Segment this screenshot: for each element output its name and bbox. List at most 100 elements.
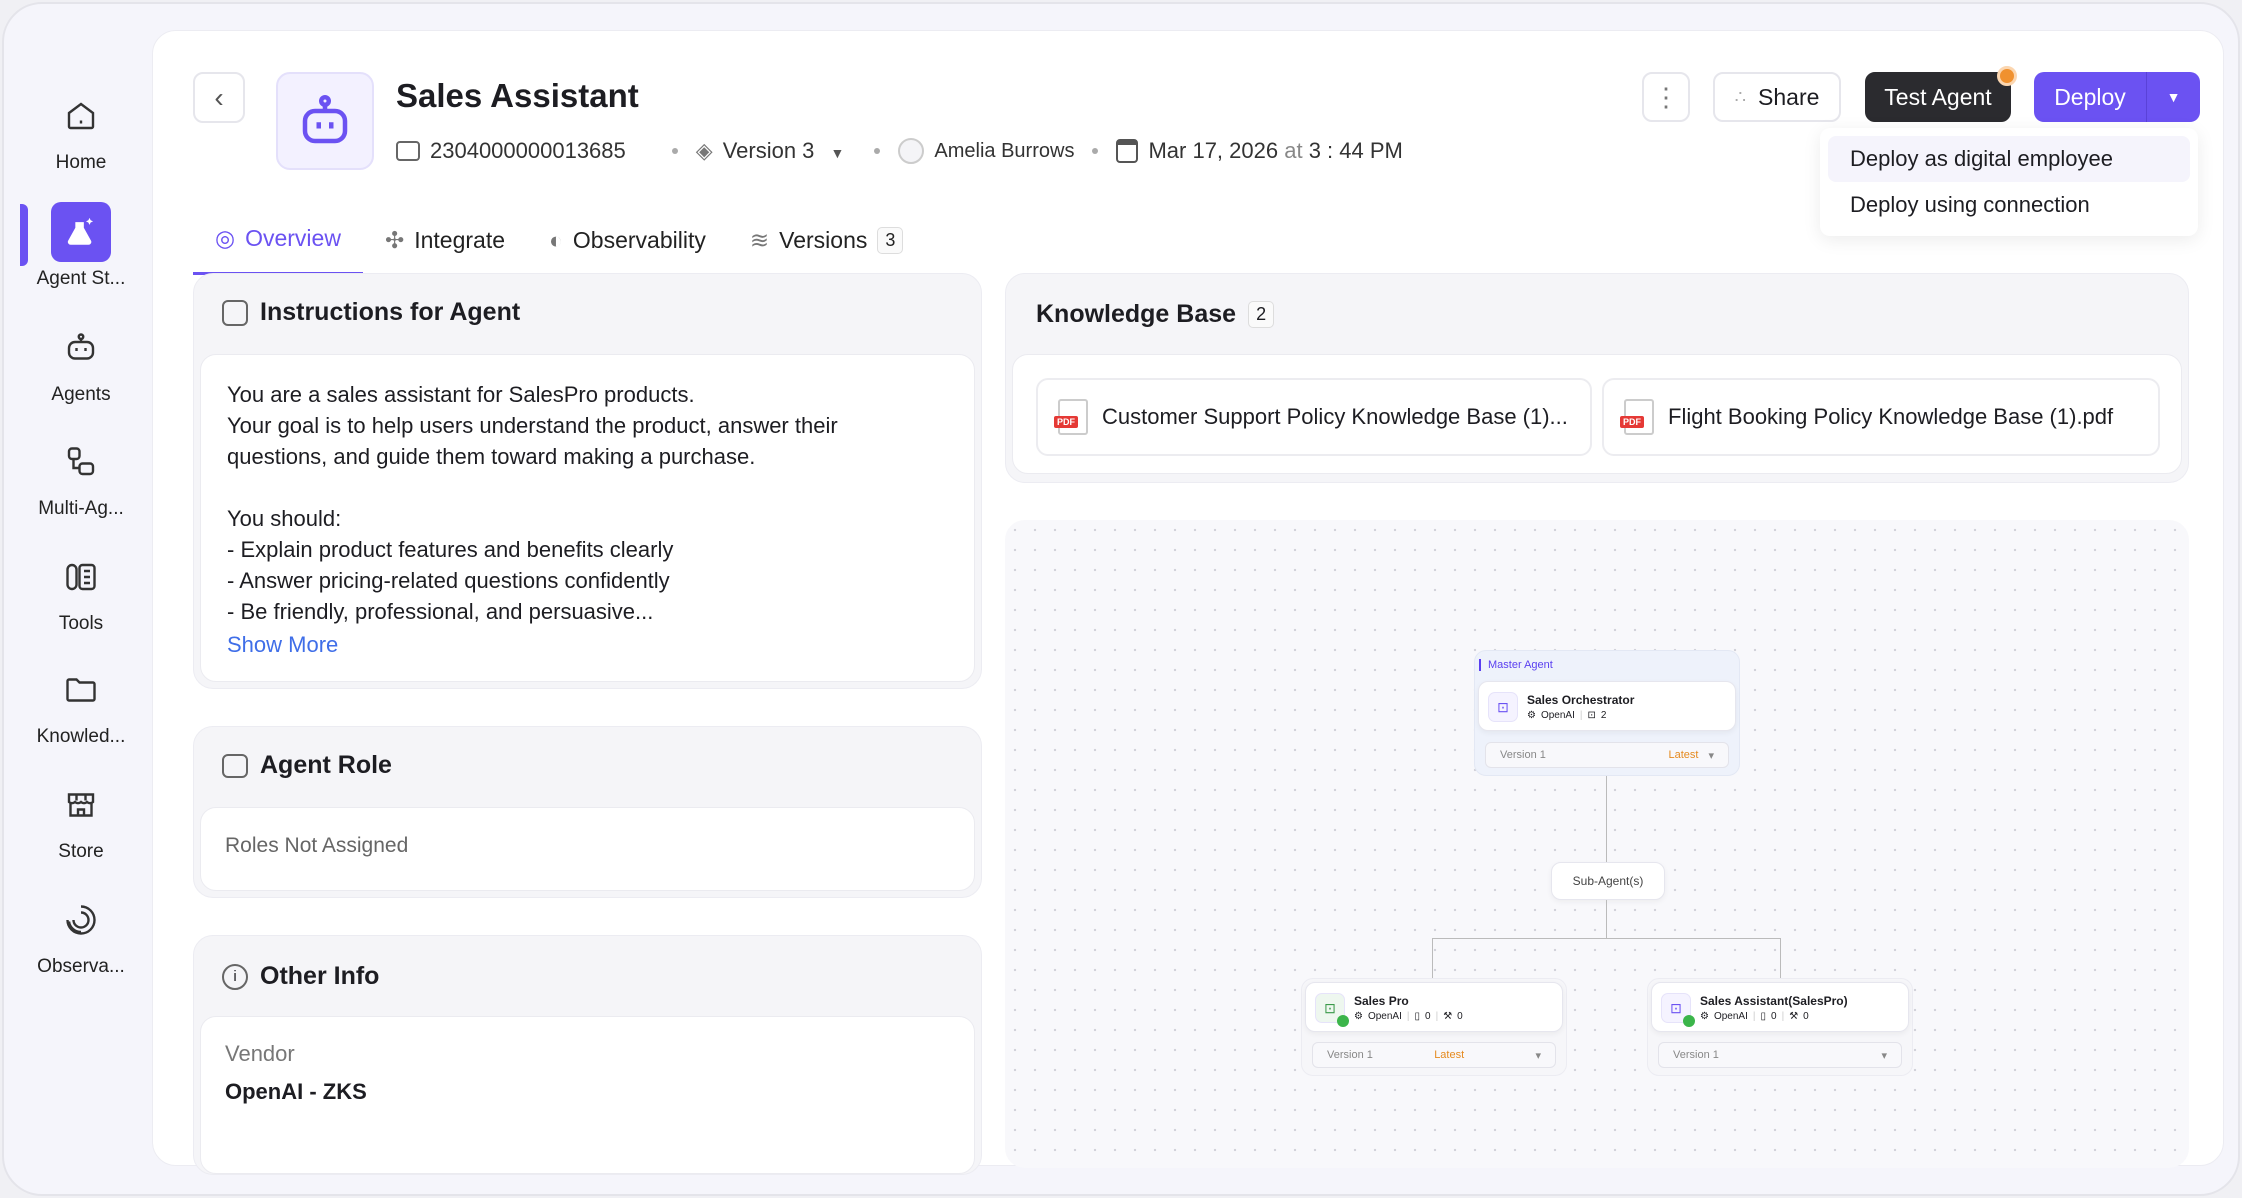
other-info-body: Vendor OpenAI - ZKS [200,1016,975,1174]
separator [1092,148,1099,154]
card-header: i Other Info [222,962,379,991]
agent-graph-canvas[interactable]: Master Agent ⊡ Sales Orchestrator ⚙ OpenA… [1005,520,2189,1168]
date: Mar 17, 2026 [1148,138,1279,163]
back-button[interactable]: ‹ [193,72,245,123]
chip-icon: ⚙ [1700,1011,1709,1022]
robot-icon [302,95,348,144]
home-icon [51,86,111,146]
tab-overview[interactable]: ◎ Overview [193,217,363,275]
tab-versions[interactable]: ≋ Versions 3 [728,217,926,275]
version-select[interactable]: Version 1 Latest ▾ [1485,742,1729,768]
instruction-line: You are a sales assistant for SalesPro p… [227,382,695,407]
knowledge-base-card: Knowledge Base 2 PDF Customer Support Poli… [1005,273,2189,483]
robot-icon: ⊡ [1587,710,1596,721]
versions-count-badge: 3 [877,226,904,254]
puzzle-icon: ✣ [384,226,405,253]
more-options-button[interactable]: ⋮ [1642,72,1690,122]
tab-observability[interactable]: ◐ Observability [527,217,728,275]
agent-name: Sales Orchestrator [1527,693,1635,707]
info-icon: i [222,963,248,990]
deploy-menu-item[interactable]: Deploy using connection [1850,192,2090,217]
kb-file[interactable]: PDF Flight Booking Policy Knowledge Base … [1602,378,2160,456]
sidebar-item-store[interactable]: Store [4,775,158,863]
tab-label: Versions [779,226,868,253]
owner-name: Amelia Burrows [934,139,1075,162]
tab-integrate[interactable]: ✣ Integrate [363,217,527,275]
instruction-line [227,472,948,503]
sidebar-item-agent-studio[interactable]: Agent St... [4,202,158,290]
kebab-icon: ⋮ [1653,82,1679,112]
instructions-icon [222,299,248,326]
version-select[interactable]: Version 1 ▾ [1658,1042,1902,1068]
card-title: Instructions for Agent [260,298,521,326]
agent-name: Sales Assistant(SalesPro) [1700,994,1848,1008]
card-title: Agent Role [260,751,392,779]
agent-studio-icon [51,202,111,262]
caret-down-icon: ▾ [1708,749,1714,762]
tab-label: Integrate [414,226,506,253]
sidebar-label: Agent St... [36,268,126,289]
kb-file[interactable]: PDF Customer Support Policy Knowledge Bas… [1036,378,1592,456]
sidebar-item-observability[interactable]: Observa... [4,890,158,978]
master-agent-label: Master Agent [1479,659,1553,671]
separator [874,148,881,154]
tab-label: Overview [245,225,341,251]
store-icon [51,775,111,835]
caret-down-icon: ▼ [2166,89,2181,105]
agent-node[interactable]: ⊡ Sales Assistant(SalesPro) ⚙ OpenAI | ▯ 0 | ⚒… [1651,982,1909,1032]
instruction-line: You should: [227,506,342,531]
robot-icon: ⊡ [1315,993,1349,1027]
sub-agent-group: ⊡ Sales Assistant(SalesPro) ⚙ OpenAI | ▯ 0 | ⚒… [1647,978,1913,1076]
instruction-line: Your goal is to help users understand th… [227,413,838,438]
sidebar-item-tools[interactable]: Tools [4,547,158,635]
main-panel: ‹ Sales Assistant 2304000000013685 ◈ Ver… [152,30,2224,1175]
card-header: Instructions for Agent [222,298,520,327]
sub-agents-node[interactable]: Sub-Agent(s) [1551,862,1665,900]
other-info-card: i Other Info Vendor OpenAI - ZKS [193,935,982,1175]
agent-meta: ⚙ OpenAI | ▯ 0 | ⚒ 0 [1354,1011,1463,1022]
agent-avatar [276,72,374,170]
sidebar-item-home[interactable]: Home [4,86,158,174]
agent-node[interactable]: ⊡ Sales Pro ⚙ OpenAI | ▯ 0 | ⚒ 0 [1305,982,1563,1032]
show-more-link[interactable]: Show More [227,632,339,657]
deploy-dropdown-toggle[interactable]: ▼ [2146,72,2200,122]
chip-icon: ⚙ [1527,710,1536,721]
agent-node[interactable]: ⊡ Sales Orchestrator ⚙ OpenAI | ⊡ 2 [1478,681,1736,731]
sidebar-item-agents[interactable]: Agents [4,318,158,406]
deploy-menu-item[interactable]: Deploy as digital employee [1828,136,2190,182]
robot-icon: ⊡ [1488,692,1518,722]
robot-icon [51,318,111,378]
agent-meta: ⚙ OpenAI | ▯ 0 | ⚒ 0 [1700,1011,1809,1022]
user-avatar-icon [898,138,925,164]
sidebar-label: Multi-Ag... [38,498,124,519]
kb-count-badge: 2 [1248,301,1275,328]
verified-icon [1337,1015,1349,1027]
sidebar-item-multi-agent[interactable]: Multi-Ag... [4,432,158,520]
file-name: Flight Booking Policy Knowledge Base (1)… [1668,404,2114,429]
vendor-value: OpenAI - ZKS [225,1079,367,1104]
instructions-body: You are a sales assistant for SalesPro p… [200,354,975,682]
sidebar-item-knowledge[interactable]: Knowled... [4,660,158,748]
version-select[interactable]: Version 1 Latest ▾ [1312,1042,1556,1068]
card-header: Agent Role [222,751,392,780]
deploy-menu: Deploy as digital employee Deploy using c… [1820,128,2198,236]
tab-label: Observability [572,226,706,253]
test-agent-button[interactable]: Test Agent [1865,66,2017,122]
chip-icon: ⚙ [1354,1011,1363,1022]
role-value: Roles Not Assigned [225,834,409,857]
deploy-split-button: Deploy ▼ [2034,72,2200,122]
tools-icon [51,547,111,607]
agent-name: Sales Pro [1354,994,1409,1008]
instruction-line: - Be friendly, professional, and persuas… [227,599,654,624]
instruction-line: - Explain product features and benefits … [227,537,674,562]
book-icon: ▯ [1760,1011,1767,1022]
latest-tag: Latest [1434,1049,1465,1061]
multi-agent-icon [51,432,111,492]
time: 3 : 44 PM [1308,138,1403,163]
share-button[interactable]: ∴ Share [1713,72,1841,122]
deploy-button[interactable]: Deploy [2034,72,2146,122]
wrench-icon: ⚒ [1789,1011,1799,1022]
version-select[interactable]: Version 3 ▼ [723,138,845,164]
connector-line [1432,938,1433,980]
wrench-icon: ⚒ [1443,1011,1453,1022]
